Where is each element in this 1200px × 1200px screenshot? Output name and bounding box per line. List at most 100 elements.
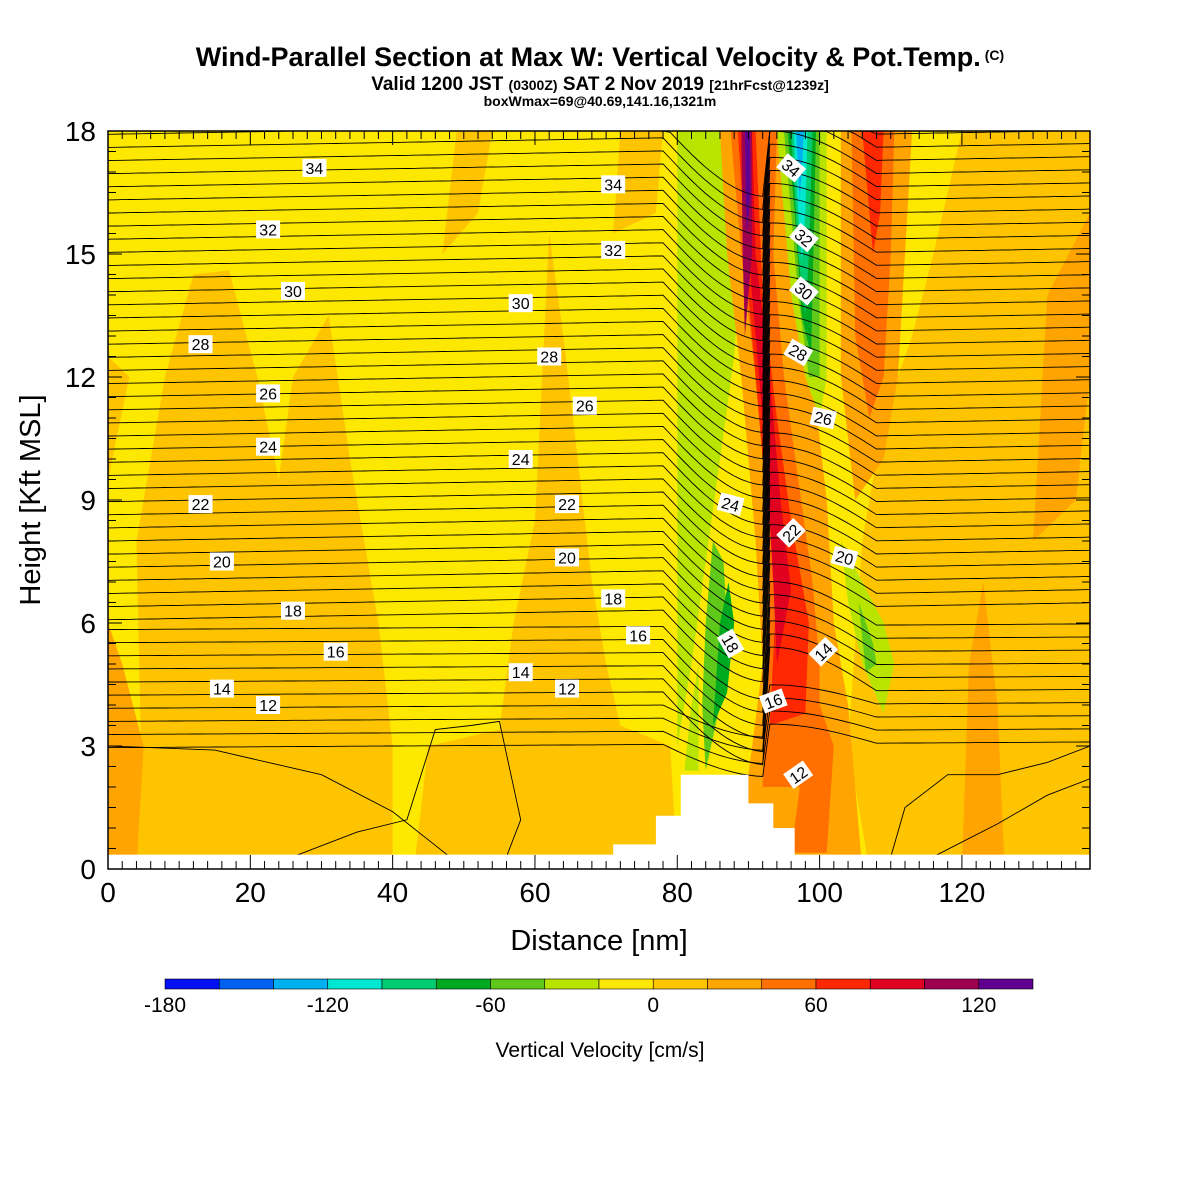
y-axis-title: Height [Kft MSL] (15, 394, 47, 605)
contour-label-box (776, 153, 807, 183)
contour-label: 12 (256, 696, 281, 715)
contour-label-box (626, 626, 651, 645)
theta-contour-line (108, 353, 1090, 473)
velocity-region (840, 541, 895, 714)
contour-label-text: 32 (259, 222, 277, 239)
contour-label-box (783, 760, 814, 789)
contour-label-text: 16 (629, 628, 647, 645)
velocity-region (961, 582, 1005, 869)
contour-label-box (209, 679, 234, 698)
contour-label: 24 (256, 437, 281, 457)
contour-label-box (281, 601, 305, 620)
x-tick-label: 100 (796, 877, 843, 908)
contour-label-box (256, 437, 281, 456)
contour-label-text: 18 (717, 632, 741, 656)
colorbar-tick-label: -60 (475, 994, 505, 1017)
colorbar-swatch (218, 978, 274, 990)
theta-contour-line (108, 143, 1090, 263)
contour-label-text: 12 (558, 682, 576, 699)
contour-label: 20 (209, 552, 234, 572)
velocity-region (862, 131, 884, 254)
y-tick-label: 18 (65, 116, 96, 147)
contour-label-text: 30 (284, 284, 302, 301)
y-tick-label: 3 (80, 731, 96, 762)
contour-label-box (776, 517, 806, 548)
contour-label: 18 (716, 628, 745, 659)
x-tick-label: 60 (519, 877, 550, 908)
x-tick-label: 40 (377, 877, 408, 908)
velocity-region (702, 541, 728, 771)
colorbar-swatch (164, 978, 220, 990)
contour-label-box (788, 276, 819, 306)
colorbar-swatch (761, 978, 817, 990)
x-axis-title: Distance [nm] (510, 925, 687, 957)
contour-label-text: 32 (604, 243, 622, 260)
contour-label-text: 24 (719, 495, 741, 516)
theta-contour-line (108, 620, 1090, 740)
contour-label-box (601, 240, 626, 259)
contour-label-text: 14 (512, 665, 530, 682)
velocity-region (108, 270, 393, 869)
colorbar-swatch (327, 978, 383, 990)
contour-label-box (323, 642, 348, 661)
contour-label: 34 (601, 175, 626, 194)
colorbar-swatch (490, 978, 546, 990)
contour-label-box (256, 384, 281, 403)
contour-label-box (256, 220, 281, 239)
theta-contour-line (108, 524, 1090, 643)
theta-contour-line (108, 563, 1090, 683)
theta-contour-line (108, 594, 1090, 713)
contour-label-text: 12 (259, 698, 277, 715)
theta-contour-line (108, 261, 1090, 381)
y-tick-label: 15 (65, 239, 96, 270)
contour-label: 14 (209, 679, 234, 699)
colorbar-swatch (924, 978, 980, 990)
velocity-region (442, 131, 493, 254)
contour-label: 26 (256, 384, 281, 403)
contour-label-box (537, 347, 562, 366)
contour-label-box (572, 396, 597, 415)
contour-label: 26 (809, 406, 837, 430)
theta-contour-line (108, 550, 1090, 670)
theta-contour-line (108, 633, 1090, 753)
contour-label-box (508, 450, 533, 468)
colorbar-swatch (598, 978, 654, 990)
contour-label: 20 (830, 545, 859, 569)
theta-contour-line (108, 497, 1090, 617)
terrain-profile (613, 774, 795, 869)
colorbar: -180 -120 -60 0 60 120 (144, 978, 1034, 1017)
contour-label-box (783, 338, 814, 367)
contour-label: 16 (323, 642, 348, 662)
velocity-region (851, 131, 895, 418)
ground-strip (108, 854, 1090, 869)
y-tick-label: 12 (65, 362, 96, 393)
valid-time-label: Valid 1200 JST (371, 74, 504, 95)
contour-label-text: 20 (833, 548, 855, 569)
contour-label-text: 34 (604, 177, 622, 194)
colorbar-swatch (869, 978, 925, 990)
theta-contour-line (108, 131, 1090, 250)
box-wmax-label: boxWmax=69@40.69,141.16,1321m (483, 93, 717, 109)
colorbar-swatch (707, 978, 763, 990)
contour-label-text: 22 (192, 497, 210, 514)
velocity-region (613, 131, 663, 234)
contour-label-text: 16 (763, 691, 786, 713)
axis-tick-labels: 0 20 40 60 80 100 120 0 3 6 9 12 15 18 (65, 116, 985, 908)
contour-label-text: 30 (512, 296, 530, 313)
theta-contour-line (108, 419, 1090, 539)
colorbar-swatch (273, 978, 329, 990)
contour-label-text: 20 (558, 550, 576, 567)
contour-label: 28 (537, 347, 562, 367)
theta-contour-line (292, 720, 522, 858)
contour-label-text: 28 (540, 350, 558, 367)
contour-label-box (758, 688, 788, 714)
theta-contour-line (108, 697, 1090, 751)
y-tick-label: 9 (80, 485, 96, 516)
colorbar-swatch (978, 978, 1034, 990)
theta-contour-line (108, 458, 1090, 578)
contour-label-box (808, 636, 839, 667)
velocity-region (684, 664, 699, 771)
contour-label-box (508, 294, 533, 313)
contour-label-text: 34 (306, 161, 324, 178)
